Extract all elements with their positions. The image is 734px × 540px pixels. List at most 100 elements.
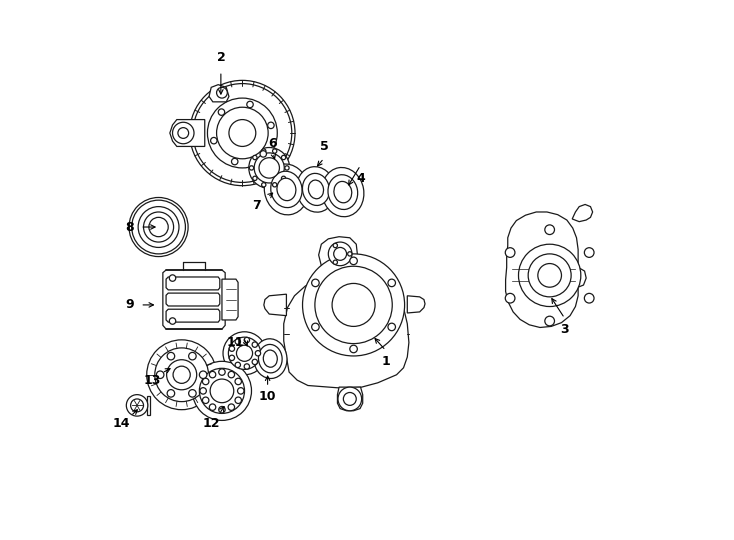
Polygon shape [166, 293, 219, 306]
Polygon shape [319, 237, 357, 276]
Circle shape [209, 404, 216, 410]
Polygon shape [284, 274, 409, 388]
Circle shape [235, 378, 241, 384]
Ellipse shape [302, 173, 330, 205]
Circle shape [333, 260, 338, 265]
Circle shape [505, 248, 515, 258]
Text: 8: 8 [126, 220, 134, 233]
Circle shape [255, 350, 261, 356]
Ellipse shape [334, 181, 352, 203]
Polygon shape [506, 212, 586, 327]
Circle shape [217, 87, 228, 98]
Text: 6: 6 [269, 137, 277, 150]
Ellipse shape [297, 167, 335, 212]
Circle shape [260, 151, 266, 157]
Ellipse shape [264, 350, 277, 367]
Circle shape [272, 183, 277, 187]
Circle shape [518, 244, 581, 307]
Circle shape [302, 254, 404, 356]
Polygon shape [573, 205, 592, 221]
Circle shape [584, 293, 594, 303]
Circle shape [388, 323, 396, 330]
Circle shape [528, 254, 571, 297]
Circle shape [156, 371, 164, 379]
Circle shape [236, 345, 252, 361]
Circle shape [332, 284, 375, 326]
Text: 13: 13 [143, 374, 161, 387]
Ellipse shape [308, 180, 324, 199]
Circle shape [252, 156, 257, 160]
Text: 11: 11 [227, 336, 244, 349]
Circle shape [252, 342, 258, 347]
Ellipse shape [271, 171, 302, 207]
Circle shape [252, 176, 257, 180]
Circle shape [350, 257, 357, 265]
Circle shape [129, 198, 188, 256]
Circle shape [338, 387, 362, 411]
Text: 2: 2 [217, 51, 225, 64]
Polygon shape [209, 85, 229, 102]
Circle shape [149, 218, 168, 237]
Circle shape [131, 200, 186, 254]
Circle shape [209, 372, 216, 378]
Ellipse shape [277, 178, 296, 201]
Circle shape [244, 338, 250, 343]
Circle shape [217, 107, 268, 159]
Circle shape [228, 372, 235, 378]
Text: 14: 14 [112, 416, 130, 430]
Circle shape [218, 109, 225, 116]
Circle shape [210, 379, 233, 403]
Text: 7: 7 [252, 199, 261, 212]
Circle shape [203, 397, 209, 403]
Circle shape [545, 316, 554, 326]
Circle shape [285, 166, 289, 170]
Circle shape [228, 404, 235, 410]
Circle shape [172, 122, 194, 144]
Circle shape [244, 364, 250, 369]
Circle shape [328, 242, 352, 266]
Polygon shape [170, 119, 205, 146]
Polygon shape [264, 294, 286, 316]
Circle shape [312, 323, 319, 330]
Circle shape [252, 359, 258, 364]
Text: 5: 5 [319, 140, 328, 153]
Ellipse shape [321, 167, 364, 217]
Circle shape [350, 345, 357, 353]
Polygon shape [166, 277, 219, 290]
Circle shape [229, 346, 235, 352]
Circle shape [173, 366, 190, 383]
Polygon shape [407, 296, 425, 313]
Circle shape [223, 332, 266, 375]
Circle shape [200, 371, 207, 379]
Circle shape [203, 378, 209, 384]
Polygon shape [147, 396, 150, 415]
Circle shape [147, 340, 217, 410]
Ellipse shape [328, 175, 357, 210]
Polygon shape [222, 279, 238, 320]
Ellipse shape [254, 339, 287, 379]
Circle shape [231, 158, 238, 165]
Circle shape [312, 279, 319, 287]
Circle shape [219, 407, 225, 413]
Circle shape [235, 339, 241, 345]
Ellipse shape [264, 164, 308, 215]
Text: 10: 10 [259, 390, 277, 403]
Circle shape [229, 355, 235, 361]
Circle shape [208, 98, 277, 168]
Circle shape [505, 293, 515, 303]
Circle shape [254, 153, 284, 183]
Circle shape [249, 147, 290, 188]
Circle shape [238, 388, 244, 394]
Circle shape [333, 244, 338, 248]
Circle shape [235, 362, 241, 368]
Circle shape [334, 247, 346, 260]
Circle shape [167, 353, 175, 360]
Circle shape [344, 393, 356, 406]
Circle shape [167, 360, 197, 390]
Circle shape [272, 149, 277, 153]
Circle shape [229, 119, 255, 146]
Circle shape [167, 389, 175, 397]
Circle shape [200, 368, 244, 414]
Circle shape [247, 101, 253, 107]
Circle shape [126, 395, 148, 416]
